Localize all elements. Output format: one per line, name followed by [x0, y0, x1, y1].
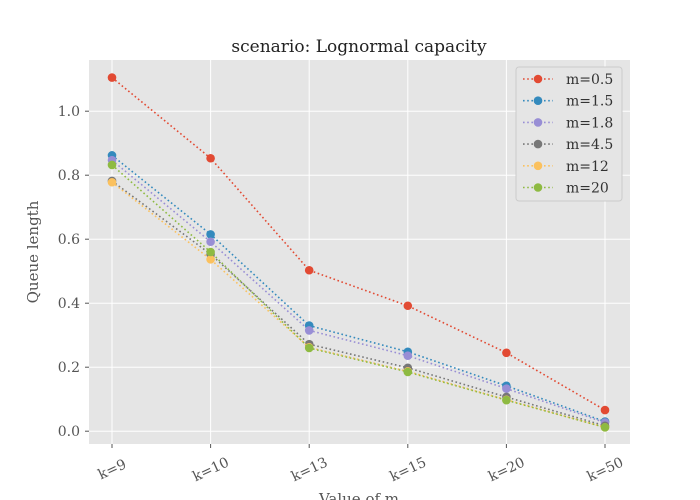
data-point — [206, 153, 215, 163]
data-point — [600, 423, 610, 432]
data-point — [206, 237, 215, 247]
y-tick-label: 0.2 — [58, 360, 80, 376]
legend-marker — [533, 74, 543, 84]
legend-label: m=1.5 — [566, 94, 613, 110]
data-point — [502, 384, 511, 393]
data-point — [600, 405, 610, 415]
x-tick-label: k=20 — [486, 455, 527, 486]
data-point — [403, 301, 413, 311]
y-tick-label: 0.4 — [58, 296, 80, 312]
x-axis-label: Value of m — [318, 490, 399, 500]
legend-marker — [533, 161, 543, 171]
legend-item: m=1.8 — [523, 115, 613, 131]
data-point — [403, 367, 413, 377]
data-point — [107, 160, 117, 170]
legend-label: m=20 — [566, 181, 609, 197]
data-point — [304, 326, 314, 335]
legend-label: m=4.5 — [566, 137, 613, 153]
series-line — [111, 164, 606, 429]
y-axis-label: Queue length — [24, 200, 42, 303]
data-point — [206, 255, 215, 264]
x-tick-label: k=13 — [289, 455, 330, 486]
legend-marker — [533, 118, 543, 127]
y-tick-label: 0.0 — [58, 424, 80, 440]
data-point — [206, 230, 215, 239]
x-tick-label: k=10 — [190, 455, 231, 486]
data-point — [107, 177, 117, 187]
legend-item: m=1.5 — [523, 94, 613, 110]
series-line — [111, 154, 606, 423]
data-point — [502, 395, 511, 405]
series-m-0-5 — [107, 73, 610, 415]
legend-marker — [533, 183, 543, 192]
data-point — [304, 265, 314, 275]
legend-item: m=0.5 — [523, 72, 613, 88]
legend-item: m=12 — [523, 159, 609, 175]
series-line — [111, 159, 606, 424]
y-axis-ticks: 0.0 0.2 0.4 0.6 0.8 1.0 — [58, 104, 89, 440]
series-layer — [107, 73, 610, 432]
legend: m=0.5 m=1.5 m=1.8 m=4.5 m=12 m=20 — [515, 66, 623, 202]
legend-item: m=20 — [523, 181, 609, 197]
series-line — [111, 180, 606, 427]
legend-label: m=12 — [566, 159, 609, 175]
data-point — [403, 351, 413, 360]
legend-marker — [533, 96, 543, 105]
x-tick-label: k=50 — [585, 455, 626, 486]
legend-marker — [533, 139, 543, 149]
y-tick-label: 1.0 — [58, 104, 80, 120]
data-point — [304, 343, 314, 353]
legend-label: m=1.8 — [566, 115, 613, 131]
series-line — [111, 76, 606, 411]
x-axis-ticks: k=9 k=10 k=13 k=15 k=20 k=50 — [96, 444, 626, 485]
data-point — [206, 247, 215, 257]
legend-box — [515, 66, 623, 202]
legend-label: m=0.5 — [566, 72, 613, 88]
data-point — [107, 73, 117, 82]
series-m-20 — [107, 160, 610, 432]
x-tick-label: k=9 — [96, 457, 129, 484]
grid-lines — [89, 60, 630, 444]
y-tick-label: 0.6 — [58, 232, 80, 248]
legend-item: m=4.5 — [523, 137, 613, 153]
chart-title: scenario: Lognormal capacity — [231, 37, 487, 57]
y-tick-label: 0.8 — [58, 168, 80, 184]
data-point — [502, 348, 511, 358]
x-tick-label: k=15 — [388, 455, 429, 486]
